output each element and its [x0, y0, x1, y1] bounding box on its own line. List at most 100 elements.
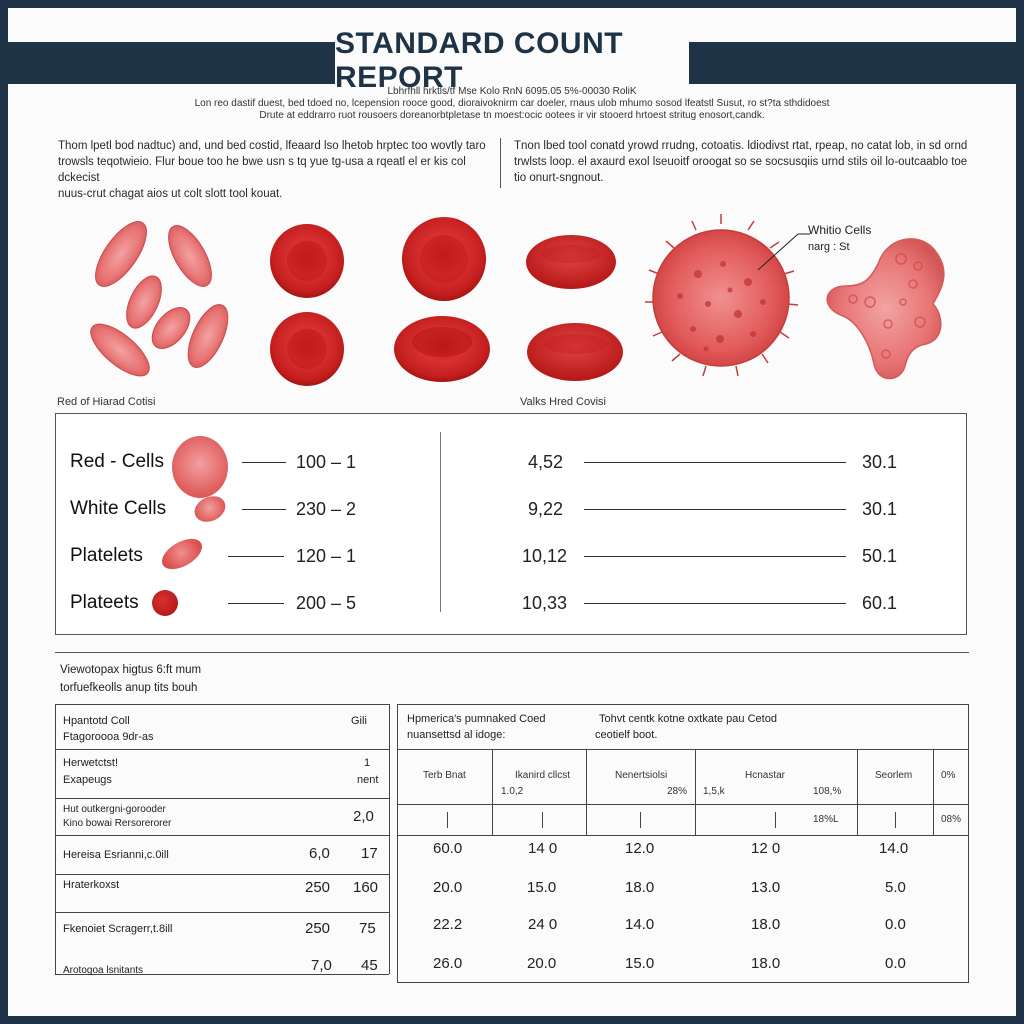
callout-sublabel: narg : St: [808, 241, 850, 253]
count-row-red-cells: Red - Cells 100 – 1 4,52 30.1: [56, 436, 968, 498]
count-reference: 30.1: [862, 452, 898, 472]
intro-right-line: Tnon lbed tool conatd yrowd rrudng, coto…: [514, 140, 968, 152]
row-value-b: 75: [359, 920, 376, 937]
cell-value: 12.0: [625, 840, 655, 857]
row-label: Hraterkoxst: [63, 879, 120, 891]
left-header-label: Hpantotd Coll: [63, 715, 130, 727]
red-blood-cell-group: [270, 217, 623, 386]
count-reference: 30.1: [862, 499, 898, 519]
cell-value: 18.0: [751, 955, 781, 972]
subtitle-line-1: Lbhrfhll hrktls/tf Mse Kolo RnN 6095.05 …: [387, 86, 637, 97]
col-subheader: 1,5,k: [703, 786, 725, 797]
platelet-dot-icon: [152, 590, 178, 616]
count-value: 10,33: [522, 593, 568, 613]
row-label: Hut outkergni-gorooder: [63, 804, 166, 815]
counts-left-label: Red of Hiarad Cotisi: [57, 396, 156, 408]
counts-right-label: Valks Hred Covisi: [520, 396, 606, 408]
count-range: 230 – 2: [296, 499, 357, 519]
cell-value: 20.0: [433, 879, 463, 896]
count-value: 9,22: [528, 499, 564, 519]
cell-value: 26.0: [433, 955, 463, 972]
count-leader-line: [242, 509, 286, 510]
cell-value: 12 0: [751, 840, 781, 857]
blood-cells-illustration: Whitio Cells narg : St: [90, 214, 945, 386]
count-name: Platelets: [70, 545, 143, 566]
cell-value: 5.0: [885, 879, 906, 896]
row-value-a: 6,0: [309, 845, 330, 862]
tick-label: 08%: [941, 814, 962, 825]
row-value-b: 45: [361, 957, 378, 974]
table-note-line-2: torfuefkeolls anup tits bouh: [60, 682, 198, 694]
row-value: 1: [364, 757, 371, 769]
cell-value: 15.0: [527, 879, 557, 896]
row-value-b: 17: [361, 845, 378, 862]
elongated-cell: [90, 323, 150, 377]
count-row-white-cells: White Cells 230 – 2 9,22 30.1: [56, 489, 968, 529]
cell-value: 18.0: [751, 916, 781, 933]
subtitle-line-3: Drute at eddrarro ruot rousoers doreanor…: [259, 110, 765, 121]
red-cell-icon: [172, 436, 228, 498]
tick-label: 18%L: [813, 814, 839, 825]
cell-value: 0.0: [885, 955, 906, 972]
platelet-icon: [156, 532, 208, 576]
col-header: Seorlem: [875, 770, 913, 781]
cell-value: 24 0: [528, 916, 558, 933]
col-header: Terb Bnat: [423, 770, 466, 781]
row-label: Herwetctst!: [63, 757, 119, 769]
elongated-cell: [151, 307, 191, 349]
col-subheader: 108,%: [813, 786, 842, 797]
section-separator: [55, 652, 969, 653]
cell-value: 0.0: [885, 916, 906, 933]
count-value: 4,52: [528, 452, 564, 472]
col-header: Ikanird cllcst: [515, 770, 571, 781]
right-header-2: Tohvt centk kotne oxtkate pau Cetod: [599, 713, 777, 725]
count-ref-line: [584, 509, 846, 510]
cell-value: 13.0: [751, 879, 781, 896]
count-reference: 60.1: [862, 593, 898, 613]
count-range: 100 – 1: [296, 452, 357, 472]
elongated-cell: [168, 225, 212, 287]
intro-left: Thom lpetl bod nadtuc) and, und bed cost…: [58, 138, 488, 202]
intro-left-line: nuus-crut chagat aios ut colt slott tool…: [58, 188, 283, 200]
count-leader-line: [228, 603, 284, 604]
elongated-cell: [187, 304, 229, 368]
white-cell-icon: [190, 491, 230, 527]
count-range: 120 – 1: [296, 546, 357, 566]
intro-divider: [500, 138, 501, 188]
row-label: Fkenoiet Scragerr,t.8ill: [63, 923, 173, 935]
col-subheader: 28%: [667, 786, 688, 797]
left-header-sublabel: Ftagoroooa 9dr-as: [63, 731, 154, 743]
white-blood-cell: [645, 214, 810, 377]
cell-value: 15.0: [625, 955, 655, 972]
row-value: 2,0: [353, 808, 374, 825]
count-name: White Cells: [70, 498, 167, 519]
cell-value: 22.2: [433, 916, 463, 933]
cell-value: 14.0: [879, 840, 909, 857]
count-ref-line: [584, 556, 846, 557]
intro-right-line: tio onurt-sngnout.: [514, 172, 604, 184]
right-header-2-sub: ceotielf boot.: [595, 729, 658, 741]
count-name: Plateets: [70, 592, 139, 613]
intro-right: Tnon lbed tool conatd yrowd rrudng, coto…: [514, 138, 974, 186]
cell-value: 14.0: [625, 916, 655, 933]
count-row-platelets: Platelets 120 – 1 10,12 50.1: [56, 532, 968, 576]
elongated-cell: [95, 221, 147, 287]
counts-divider: [440, 432, 441, 612]
col-subheader: 1.0,2: [501, 786, 524, 797]
col-header: 0%: [941, 770, 956, 781]
callout-label: Whitio Cells: [808, 223, 871, 237]
count-reference: 50.1: [862, 546, 898, 566]
counts-panel: Red - Cells 100 – 1 4,52 30.1 White Cell…: [55, 413, 967, 635]
intro-left-line: Thom lpetl bod nadtuc) and, und bed cost…: [58, 140, 486, 152]
count-value: 10,12: [522, 546, 568, 566]
row-unit: nent: [357, 774, 379, 786]
count-name: Red - Cells: [70, 451, 164, 472]
count-range: 200 – 5: [296, 593, 357, 613]
intro-left-line: trowsls teqotwieio. Flur boue too he bwe…: [58, 156, 466, 184]
count-ref-line: [584, 462, 846, 463]
row-sublabel: Kino bowai Rersorerorer: [63, 818, 172, 829]
row-label: Hereisa Esrianni,c.0ill: [63, 849, 169, 861]
amoeboid-cell: [826, 238, 945, 380]
cell-value: 20.0: [527, 955, 557, 972]
count-ref-line: [584, 603, 846, 604]
